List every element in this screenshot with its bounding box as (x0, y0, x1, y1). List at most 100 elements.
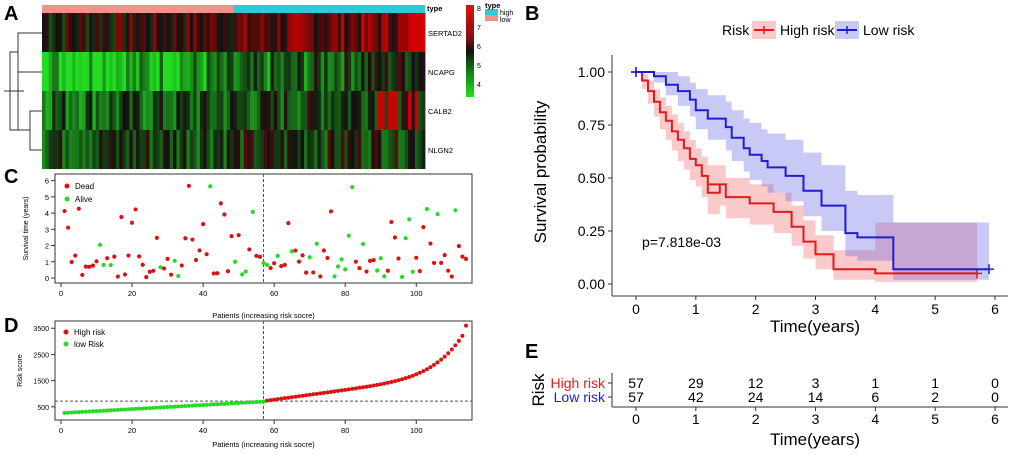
heatmap-cell (364, 91, 369, 130)
heatmap-cell (99, 52, 103, 91)
heatmap-cell (52, 13, 56, 52)
heatmap-cell (404, 52, 409, 91)
heatmap-cell (381, 52, 386, 91)
dead-point (190, 237, 195, 242)
heatmap-cell (149, 13, 154, 52)
low-risk-point (183, 404, 188, 409)
x-tick-label: 40 (199, 289, 207, 298)
table-cell: 29 (688, 375, 704, 391)
heatmap-cell (139, 91, 144, 130)
heatmap-cell (45, 91, 50, 130)
legend-label: low Risk (74, 340, 105, 349)
heatmap-cell (105, 91, 110, 130)
type-legend-title: type (427, 4, 442, 13)
heatmap-cell (89, 91, 93, 130)
row-label: Low risk (554, 389, 606, 405)
dead-point (87, 264, 92, 269)
heatmap-cell (105, 52, 110, 91)
heatmap-cell (341, 130, 345, 169)
heatmap-cell (196, 91, 201, 130)
alive-point (289, 249, 295, 254)
y-tick-label: 2 (45, 242, 49, 251)
dead-point (439, 260, 444, 266)
heatmap-cell (112, 13, 117, 52)
alive-point (108, 262, 113, 268)
dead-point (421, 224, 426, 230)
heatmap-cell (404, 13, 409, 52)
heatmap-cell (82, 52, 87, 91)
heatmap-cell (75, 13, 80, 52)
heatmap-cell (65, 52, 70, 91)
heatmap-cell (183, 52, 187, 91)
heatmap-cell (351, 91, 355, 130)
dead-point (69, 259, 74, 265)
heatmap-cell (267, 13, 271, 52)
heatmap-cell (381, 130, 386, 169)
ci-band (636, 72, 977, 282)
heatmap-cell (307, 91, 312, 130)
high-risk-point (282, 396, 287, 401)
heatmap-cell (115, 130, 120, 169)
heatmap-cell (129, 130, 134, 169)
heatmap-cell (129, 52, 134, 91)
x-axis-label: Time(years) (770, 430, 860, 449)
heatmap-cell (277, 91, 281, 130)
heatmap-cell (146, 91, 150, 130)
heatmap-cell (300, 130, 305, 169)
heatmap-cell (337, 13, 342, 52)
p-value-text: p=7.818e-03 (642, 234, 721, 250)
heatmap-cell (391, 91, 396, 130)
dead-point (389, 219, 394, 225)
heatmap-cell (246, 130, 251, 169)
heatmap-cell (398, 130, 402, 169)
heatmap-cell (169, 13, 174, 52)
high-risk-point (314, 391, 319, 396)
heatmap-cell (250, 52, 255, 91)
dead-point (83, 264, 88, 269)
heatmap-cell (283, 130, 288, 169)
heatmap-cell (169, 91, 174, 130)
heatmap-cell (173, 130, 177, 169)
dead-point (318, 274, 323, 279)
high-risk-point (265, 398, 270, 403)
heatmap-cell (357, 52, 362, 91)
dead-point (201, 222, 206, 227)
low-risk-point (105, 408, 110, 413)
heatmap-cell (401, 130, 406, 169)
heatmap-cell (156, 130, 160, 169)
dead-point (140, 262, 145, 267)
heatmap-cell (330, 13, 335, 52)
high-risk-point (332, 389, 337, 394)
heatmap-cell (310, 13, 315, 52)
heatmap-cell (273, 13, 278, 52)
heatmap-cell (317, 52, 322, 91)
heatmap-cell (267, 91, 271, 130)
dead-point (392, 235, 398, 240)
heatmap-cell (72, 13, 76, 52)
heatmap-cell (317, 13, 322, 52)
heatmap-cell (109, 52, 113, 91)
heatmap-cell (48, 52, 53, 91)
heatmap-cell (341, 52, 345, 91)
high-risk-point (350, 386, 355, 391)
heatmap-cell (324, 91, 328, 130)
table-cell: 0 (991, 389, 999, 405)
heatmap-cell (293, 91, 298, 130)
heatmap-cell (280, 130, 285, 169)
heatmap-cell (377, 52, 382, 91)
heatmap-cell (347, 91, 352, 130)
heatmap-cell (102, 130, 107, 169)
dead-point (129, 220, 135, 225)
heatmap-cell (394, 52, 399, 91)
heatmap-cell (82, 13, 87, 52)
table-cell: 1 (931, 375, 939, 391)
heatmap-cell (374, 130, 379, 169)
heatmap-cell (162, 91, 167, 130)
low-risk-point (197, 403, 202, 408)
heatmap-cell (72, 91, 76, 130)
heatmap-cell (159, 13, 164, 52)
heatmap-cell (122, 91, 127, 130)
heatmap-cell (58, 130, 63, 169)
table-cell: 6 (871, 389, 879, 405)
dead-point (161, 266, 167, 271)
